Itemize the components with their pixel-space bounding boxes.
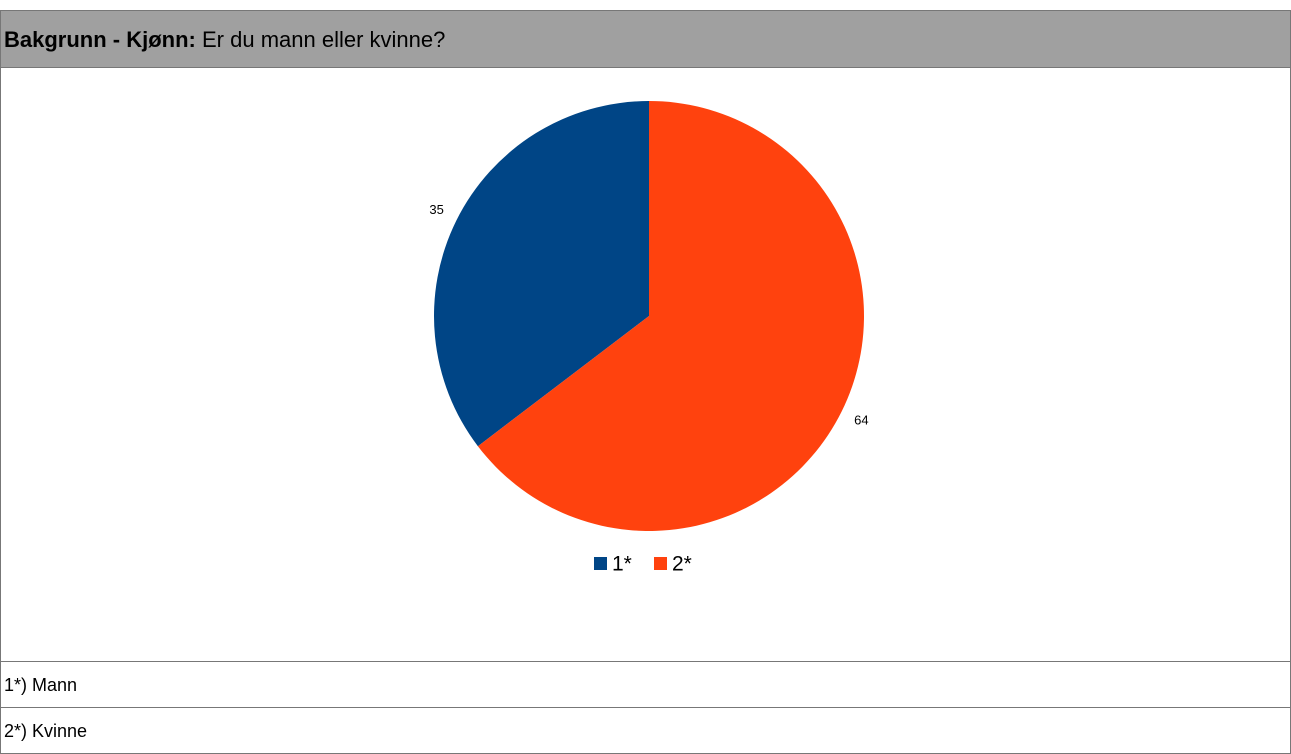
chart-area: 35 64 1* 2* [1,68,1290,662]
panel: Bakgrunn - Kjønn: Er du mann eller kvinn… [0,10,1291,754]
pie-slice [434,101,649,447]
data-label: 64 [854,413,868,428]
legend-swatch [654,557,667,570]
legend-swatch [594,557,607,570]
chart: 35 64 1* 2* [429,101,869,576]
header-label: Bakgrunn - Kjønn: [4,27,196,52]
header: Bakgrunn - Kjønn: Er du mann eller kvinn… [1,11,1290,68]
legend-label: 1* [612,553,632,576]
legend-label: 2* [672,553,692,576]
footnote: 1*) Mann [1,662,1290,708]
footnote: 2*) Kvinne [1,708,1290,754]
data-label: 35 [429,202,443,217]
header-question: Er du mann eller kvinne? [202,27,446,52]
pie-slice [477,101,864,532]
